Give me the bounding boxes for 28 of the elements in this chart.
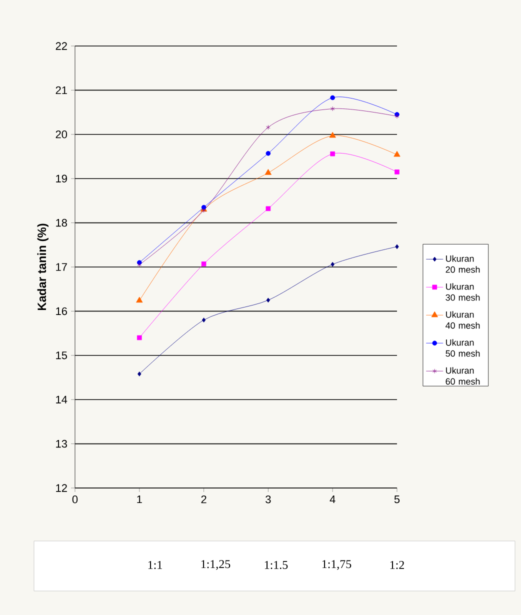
y-tick-label: 15 — [56, 352, 68, 360]
legend-label: Ukuran 50 mesh — [446, 339, 480, 357]
y-tick-label: 19 — [56, 174, 67, 182]
y-tick-label: 17 — [56, 263, 67, 271]
legend-label: Ukuran 60 mesh — [446, 367, 480, 385]
y-tick-label: 13 — [56, 440, 67, 448]
x-tick-label: 0 — [72, 496, 78, 504]
x-tick-label: 4 — [330, 496, 336, 504]
text: 1:1,25 — [201, 560, 230, 570]
x-tick-label: 3 — [266, 496, 271, 504]
y-tick-label: 22 — [56, 42, 67, 50]
x-tick-label: 5 — [394, 496, 400, 504]
y-axis-title: Kadar tanin (%) — [37, 224, 48, 310]
x-tick-label: 1 — [137, 496, 142, 504]
text: 1:1 — [148, 560, 162, 570]
y-tick-label: 12 — [56, 484, 67, 492]
legend-label: Ukuran 30 mesh — [446, 283, 480, 301]
y-tick-label: 20 — [56, 130, 68, 138]
y-tick-label: 18 — [56, 218, 67, 227]
y-tick-label: 16 — [56, 307, 67, 316]
legend-label: Ukuran 40 mesh — [446, 311, 480, 329]
text: 1:2 — [390, 560, 404, 570]
legend-label: Ukuran 20 mesh — [446, 255, 480, 273]
text: 1:1,75 — [322, 560, 352, 570]
x-tick-label: 2 — [201, 496, 206, 504]
text: 1:1.5 — [264, 560, 288, 570]
y-tick-label: 21 — [56, 86, 67, 94]
y-tick-label: 14 — [56, 396, 68, 404]
